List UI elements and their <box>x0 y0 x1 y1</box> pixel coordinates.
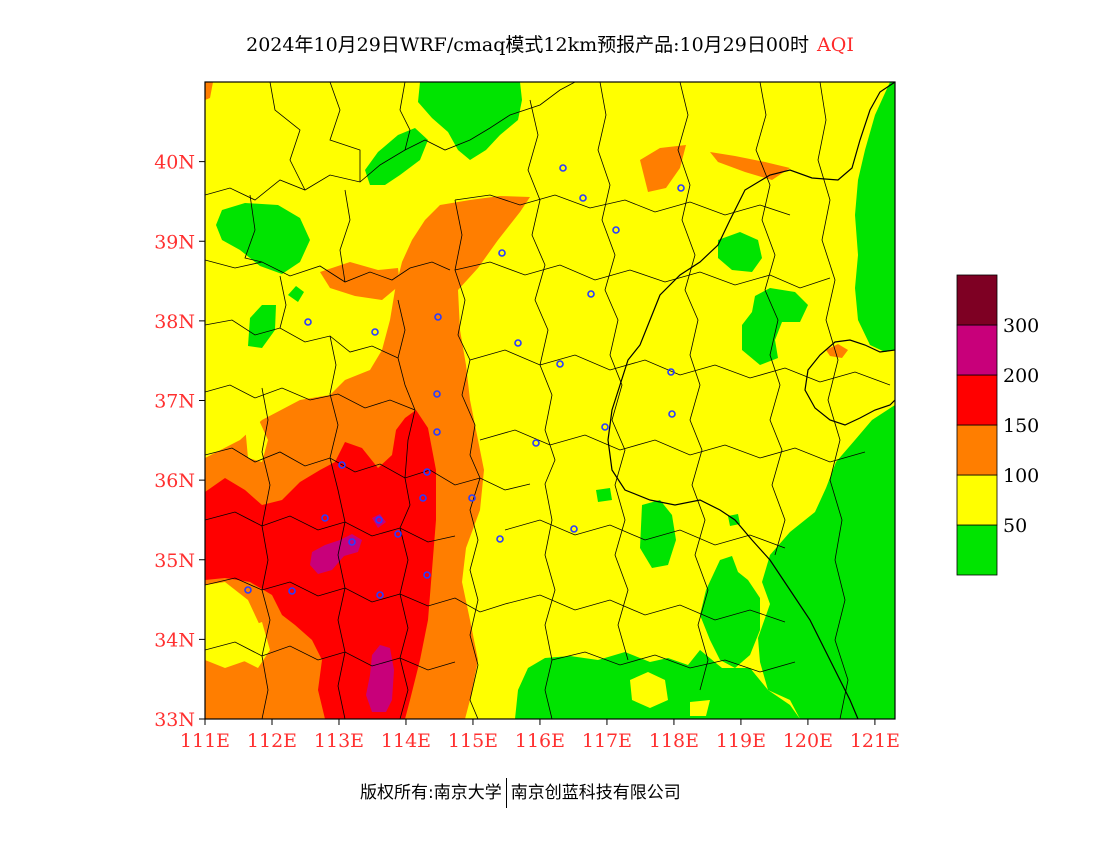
legend-label: 300 <box>1003 315 1039 337</box>
city-marker <box>532 439 540 447</box>
aqi-band-green <box>418 82 522 160</box>
footer-separator <box>505 778 507 808</box>
aqi-band-green <box>700 556 760 668</box>
lat-tick-label: 39N <box>154 231 195 253</box>
city-marker <box>587 290 595 298</box>
city-marker <box>468 494 476 502</box>
lat-tick-label: 33N <box>154 709 195 731</box>
aqi-band-yellow <box>240 622 270 668</box>
aqi-band-orange <box>710 152 790 180</box>
aqi-legend: 50 100 150 200 300 <box>956 274 1039 576</box>
lon-tick-label: 116E <box>515 730 565 752</box>
lon-tick-label: 117E <box>582 730 632 752</box>
legend-label: 200 <box>1003 365 1039 387</box>
lon-tick-label: 114E <box>381 730 431 752</box>
aqi-band-orange <box>205 82 213 100</box>
aqi-band-green <box>855 82 895 352</box>
city-marker <box>570 525 578 533</box>
aqi-band-green <box>365 128 428 185</box>
city-marker <box>423 571 431 579</box>
aqi-band-green <box>288 286 304 302</box>
legend-swatch <box>956 374 998 426</box>
aqi-band-green <box>596 488 612 502</box>
map-title: 2024年10月29日WRF/cmaq模式12km预报产品:10月29日00时 A… <box>0 30 1100 57</box>
lon-tick-label: 112E <box>247 730 297 752</box>
city-marker <box>348 538 356 546</box>
aqi-band-orange <box>826 344 848 358</box>
aqi-band-green <box>640 500 676 568</box>
city-marker <box>498 249 506 257</box>
city-marker <box>612 226 620 234</box>
city-marker <box>668 410 676 418</box>
aqi-band-green <box>758 405 895 719</box>
city-marker <box>433 428 441 436</box>
city-marker <box>394 530 402 538</box>
city-marker <box>434 313 442 321</box>
lat-tick-label: 34N <box>154 629 195 651</box>
lat-tick-label: 35N <box>154 550 195 572</box>
aqi-band-green <box>880 238 892 262</box>
aqi-band-green <box>718 232 762 272</box>
aqi-band-purple <box>372 514 386 528</box>
lat-tick-label: 37N <box>154 391 195 413</box>
city-marker <box>376 591 384 599</box>
city-markers <box>244 164 685 599</box>
aqi-band-orange <box>320 262 400 300</box>
footer: 版权所有:南京大学 南京创蓝科技有限公司 <box>360 778 681 808</box>
aqi-map-field <box>205 82 895 719</box>
aqi-band-yellow <box>690 700 710 716</box>
aqi-band-orange <box>640 145 686 192</box>
legend-swatch <box>956 324 998 376</box>
city-marker <box>423 468 431 476</box>
legend-swatch <box>956 474 998 526</box>
legend-label: 100 <box>1003 465 1039 487</box>
city-marker <box>677 184 685 192</box>
city-marker <box>338 461 346 469</box>
lon-axis: 111E 112E 113E 114E 115E 116E 117E 118E 119E 120E… <box>180 719 900 752</box>
footer-company: 南京创蓝科技有限公司 <box>510 783 681 803</box>
province-borders <box>607 82 895 719</box>
lon-tick-label: 118E <box>649 730 699 752</box>
city-marker <box>601 423 609 431</box>
city-marker <box>288 587 296 595</box>
aqi-band-green <box>248 305 276 348</box>
city-marker <box>244 586 252 594</box>
city-marker <box>419 494 427 502</box>
lon-tick-label: 121E <box>850 730 900 752</box>
city-marker <box>375 516 383 524</box>
lon-tick-label: 113E <box>314 730 364 752</box>
legend-swatch <box>956 424 998 476</box>
legend-swatch <box>956 274 998 326</box>
city-marker <box>371 328 379 336</box>
lon-tick-label: 120E <box>783 730 833 752</box>
aqi-band-green <box>216 203 310 274</box>
lat-tick-label: 36N <box>154 470 195 492</box>
city-marker <box>559 164 567 172</box>
lon-tick-label: 119E <box>716 730 766 752</box>
city-marker <box>556 360 564 368</box>
title-main: 2024年10月29日WRF/cmaq模式12km预报产品:10月29日00时 <box>246 34 810 56</box>
aqi-band-yellow <box>630 672 668 708</box>
footer-copyright: 版权所有:南京大学 <box>360 783 502 803</box>
lat-axis: 33N 34N 35N 36N 37N 38N 39N 40N <box>154 152 205 731</box>
lat-tick-label: 38N <box>154 311 195 333</box>
legend-swatch <box>956 524 998 576</box>
city-marker <box>304 318 312 326</box>
city-marker <box>321 514 329 522</box>
title-variable: AQI <box>817 34 854 56</box>
city-marker <box>433 390 441 398</box>
city-marker <box>667 368 675 376</box>
admin-boundaries <box>205 82 891 719</box>
lon-tick-label: 111E <box>180 730 230 752</box>
lon-tick-label: 115E <box>448 730 498 752</box>
aqi-band-green <box>742 288 808 365</box>
legend-label: 150 <box>1003 415 1039 437</box>
city-marker <box>514 339 522 347</box>
city-marker <box>579 194 587 202</box>
city-marker <box>496 535 504 543</box>
lat-tick-label: 40N <box>154 152 195 174</box>
legend-label: 50 <box>1003 515 1027 537</box>
